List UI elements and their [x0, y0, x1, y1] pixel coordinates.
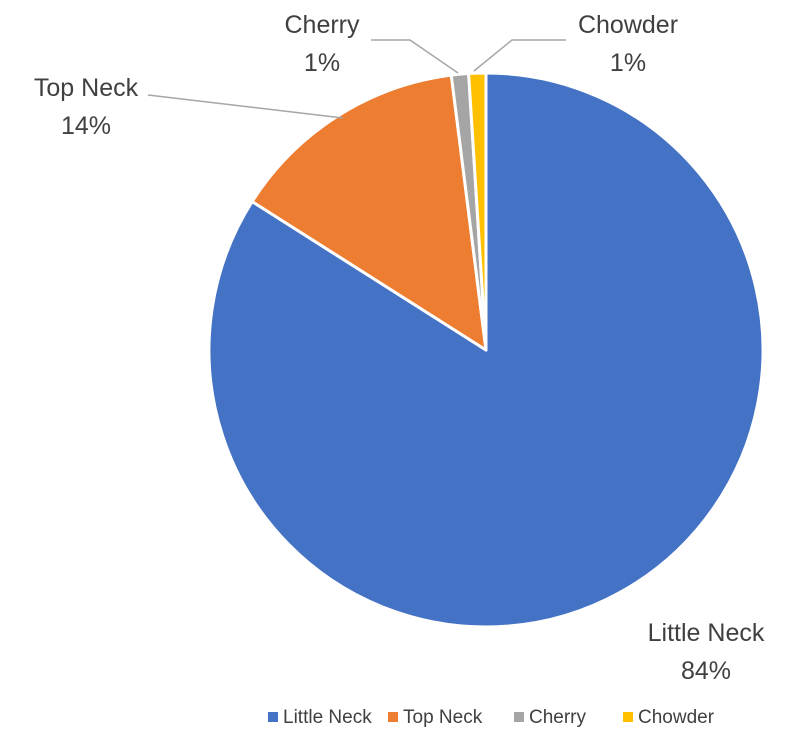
legend: Little Neck Top Neck Cherry Chowder [268, 707, 715, 728]
legend-swatch-top-neck [388, 712, 398, 722]
legend-swatch-little-neck [268, 712, 278, 722]
data-label-value-little-neck: 84% [681, 657, 731, 685]
legend-label-top-neck: Top Neck [403, 707, 483, 728]
data-labels: Little Neck 84% Top Neck 14% Cherry 1% Chowder… [34, 11, 765, 685]
pie-slices [207, 71, 765, 629]
data-label-name-top-neck: Top Neck [34, 74, 139, 102]
legend-label-little-neck: Little Neck [283, 707, 372, 728]
legend-swatch-chowder [623, 712, 633, 722]
leader-line-chowder [473, 39, 566, 72]
leader-lines [147, 39, 566, 119]
leader-line-top-neck [147, 94, 344, 119]
legend-label-cherry: Cherry [529, 707, 587, 728]
data-label-value-cherry: 1% [304, 49, 340, 77]
legend-label-chowder: Chowder [638, 707, 715, 728]
legend-swatch-cherry [514, 712, 524, 722]
data-label-name-cherry: Cherry [284, 11, 360, 39]
leader-line-cherry [371, 39, 459, 74]
pie-slice-chowder [467, 71, 488, 352]
pie-slice-top-neck [250, 73, 488, 352]
data-label-value-top-neck: 14% [61, 112, 111, 140]
data-label-name-chowder: Chowder [578, 11, 678, 39]
data-label-value-chowder: 1% [610, 49, 646, 77]
data-label-name-little-neck: Little Neck [648, 619, 765, 647]
